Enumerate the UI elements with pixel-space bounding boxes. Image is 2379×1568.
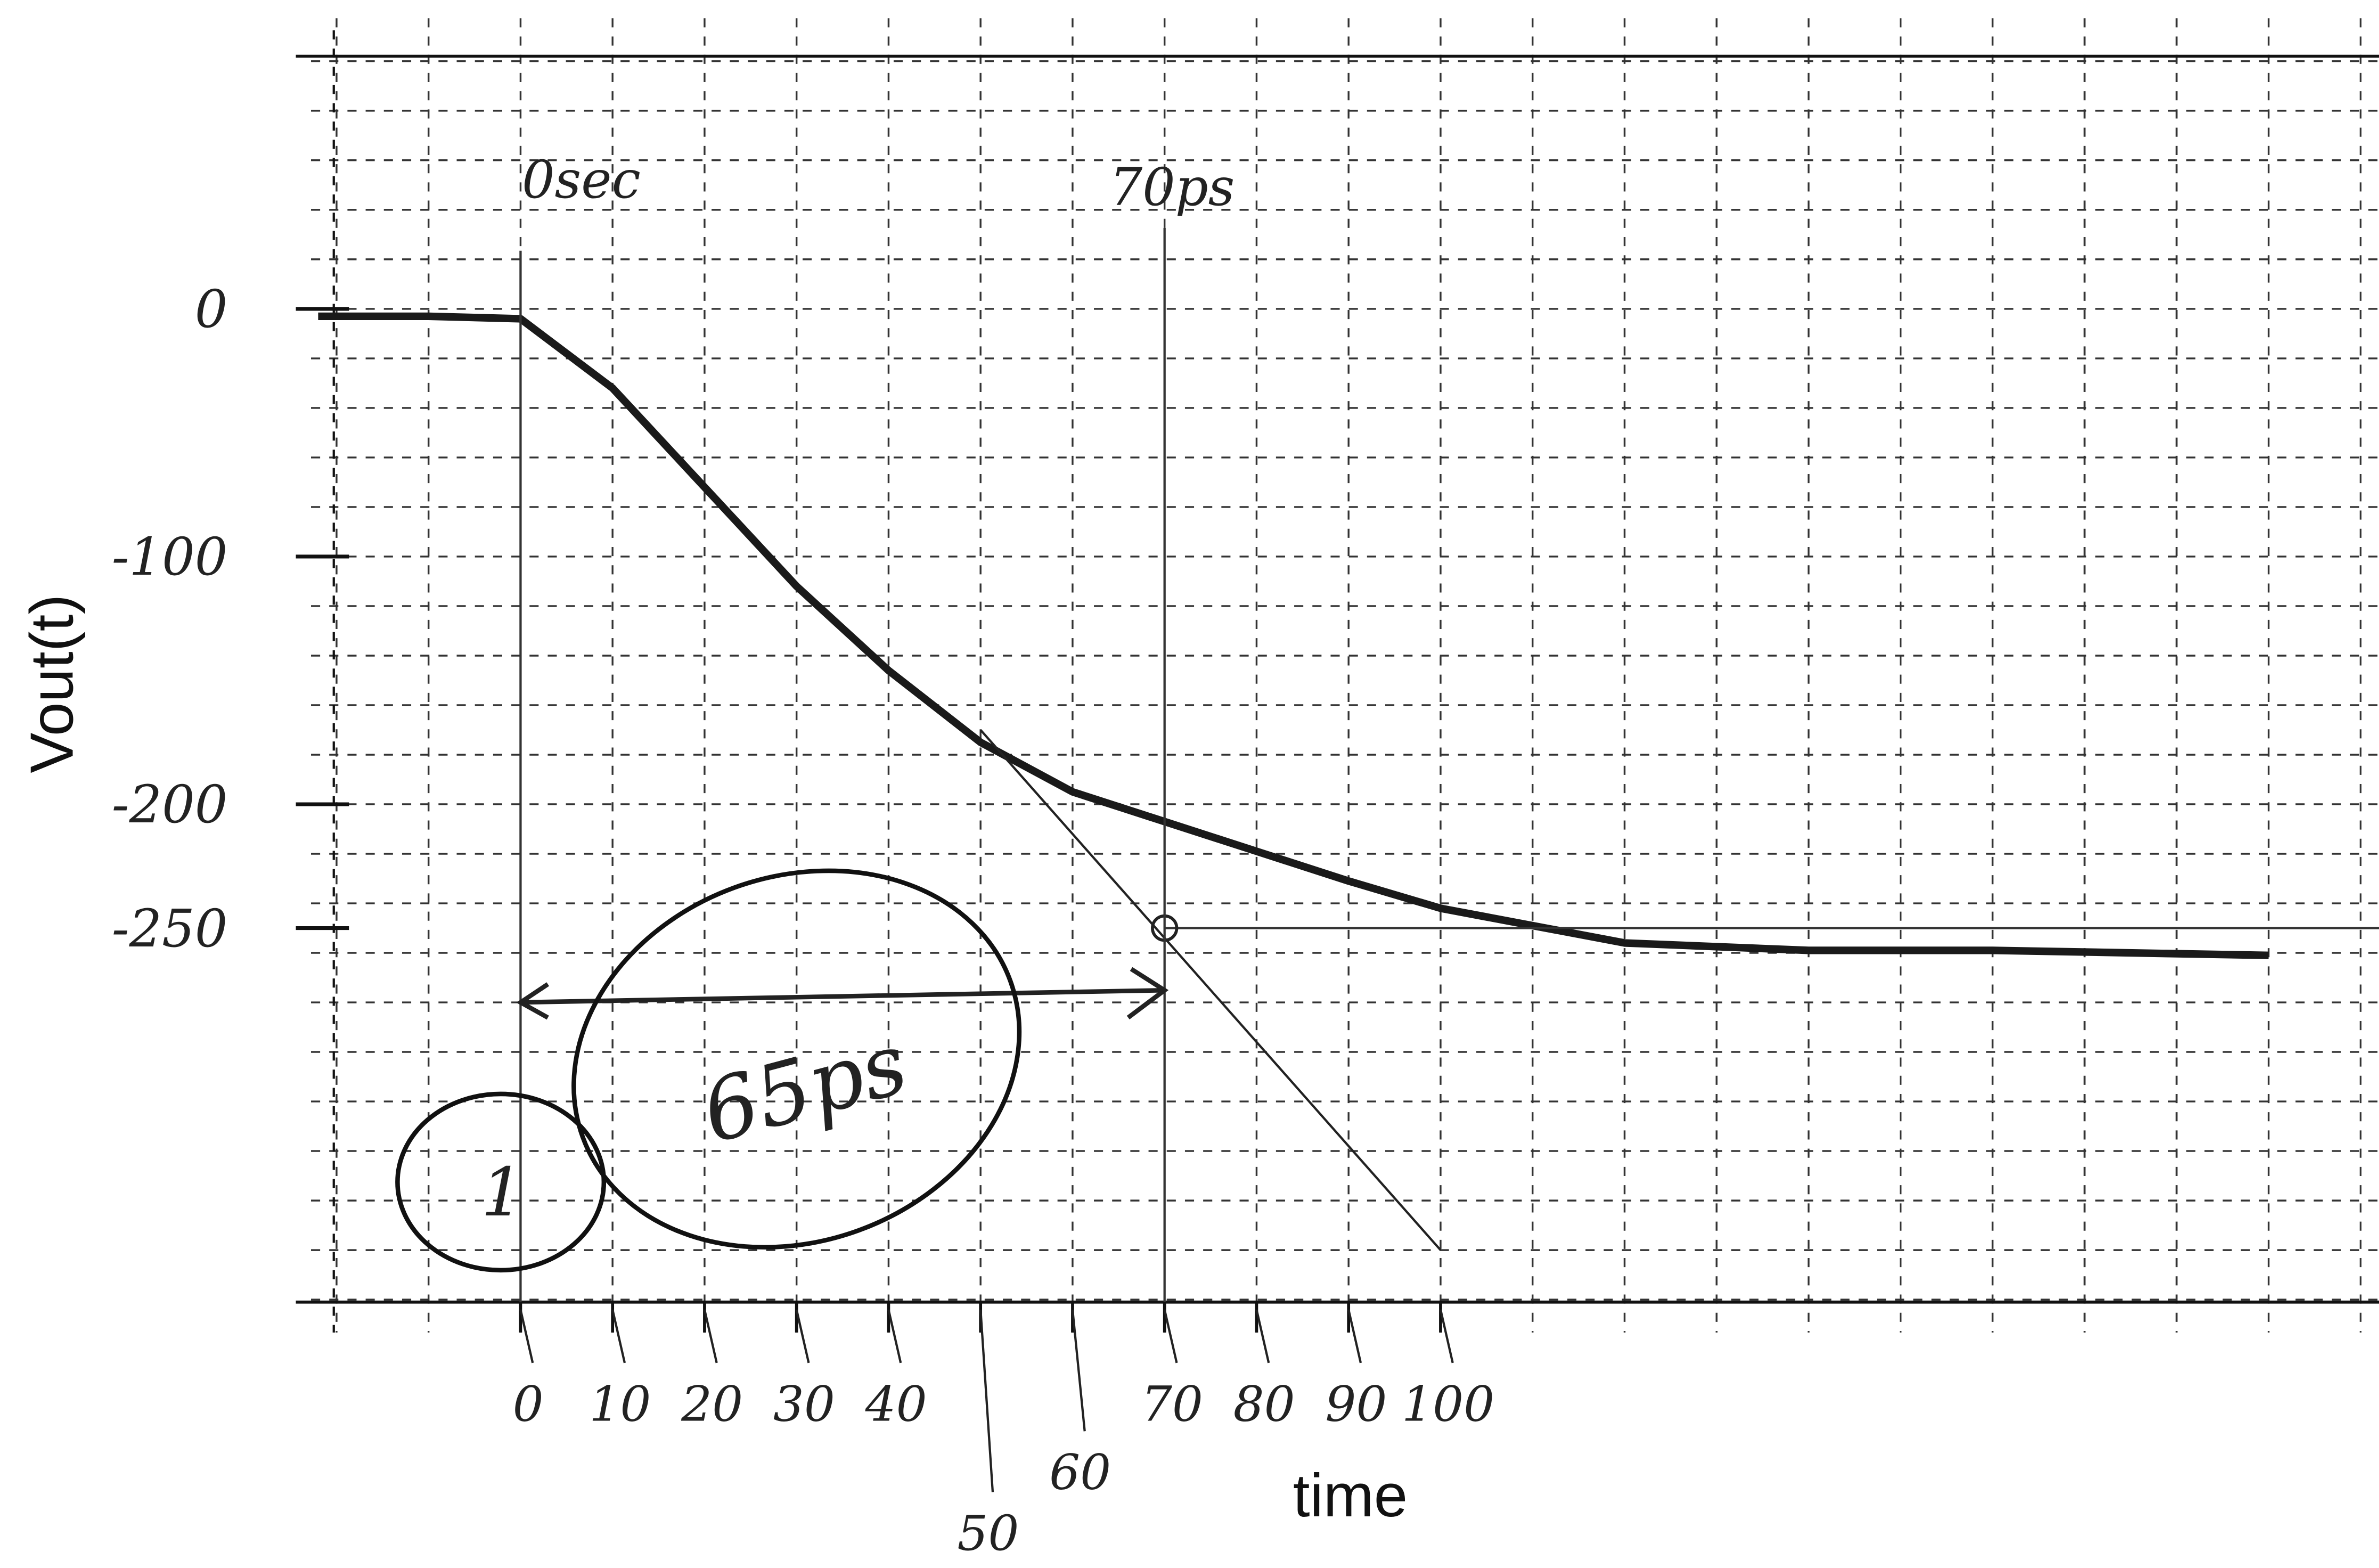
x-tick-label: 30 xyxy=(773,1375,835,1432)
x-tick-label: 100 xyxy=(1402,1375,1494,1432)
x-tick-label: 20 xyxy=(681,1375,743,1432)
x-tick-label: 0 xyxy=(513,1375,544,1432)
x-tick-label: 40 xyxy=(865,1375,927,1432)
y-axis-label: Vout(t) xyxy=(19,594,86,773)
paper xyxy=(0,0,2379,1568)
annotation: 0sec xyxy=(522,150,641,210)
x-tick-label: 70 xyxy=(1141,1375,1203,1432)
page: {"chart_data": { "type": "line", "x_labe… xyxy=(0,0,2379,1568)
annotation: 1 xyxy=(481,1154,524,1231)
x-tick-label: 80 xyxy=(1233,1375,1295,1432)
chart: 0 -100 -200 -250 0 10 20 30 40 50 60 70 80 90 100 0sec 7… xyxy=(0,0,2379,1568)
x-tick-label: 50 xyxy=(957,1505,1019,1562)
y-tick-label: -200 xyxy=(112,774,228,835)
x-tick-label: 90 xyxy=(1325,1375,1387,1432)
x-tick-label: 60 xyxy=(1049,1444,1111,1501)
annotation: 70ps xyxy=(1109,157,1235,217)
x-axis-label: time xyxy=(1293,1462,1408,1530)
y-tick-label: -100 xyxy=(112,527,228,587)
x-tick-label: 10 xyxy=(589,1375,651,1432)
y-tick-label: 0 xyxy=(195,279,228,339)
y-tick-label: -250 xyxy=(112,899,228,959)
